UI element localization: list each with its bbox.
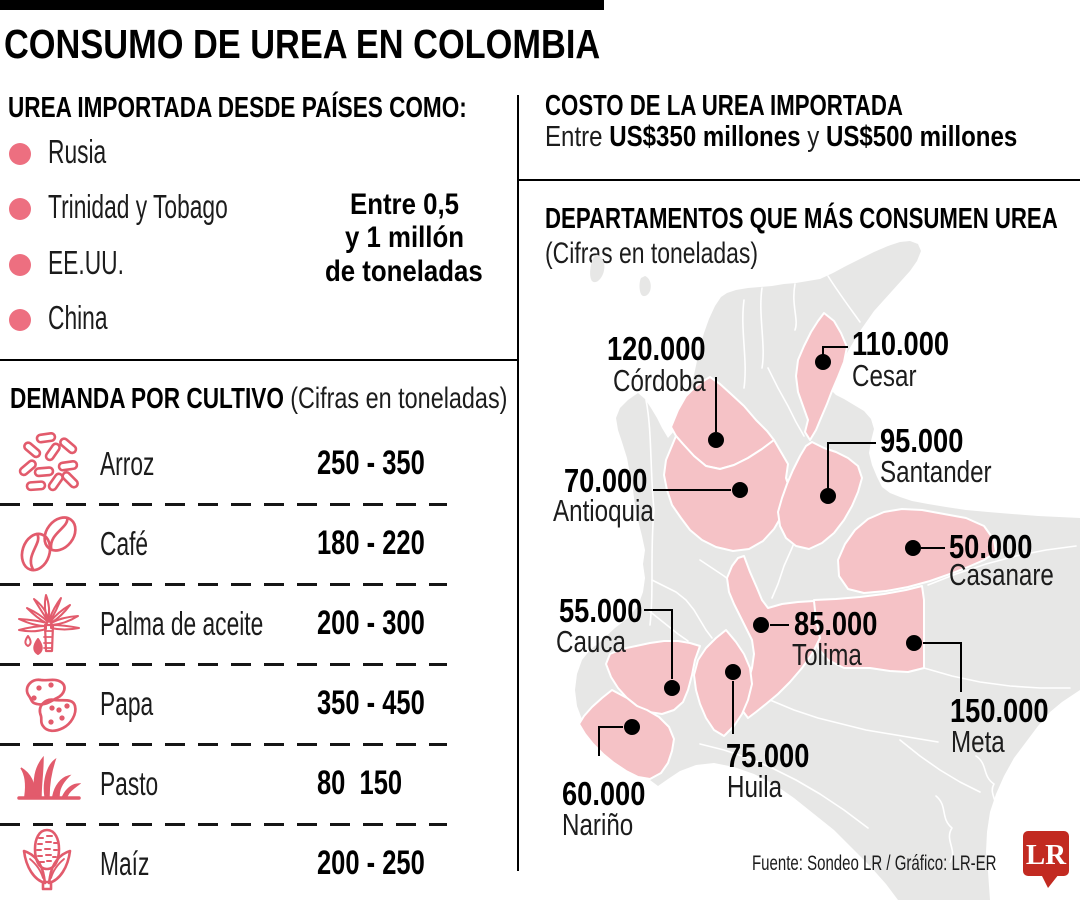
svg-text:LR: LR: [1026, 839, 1067, 871]
